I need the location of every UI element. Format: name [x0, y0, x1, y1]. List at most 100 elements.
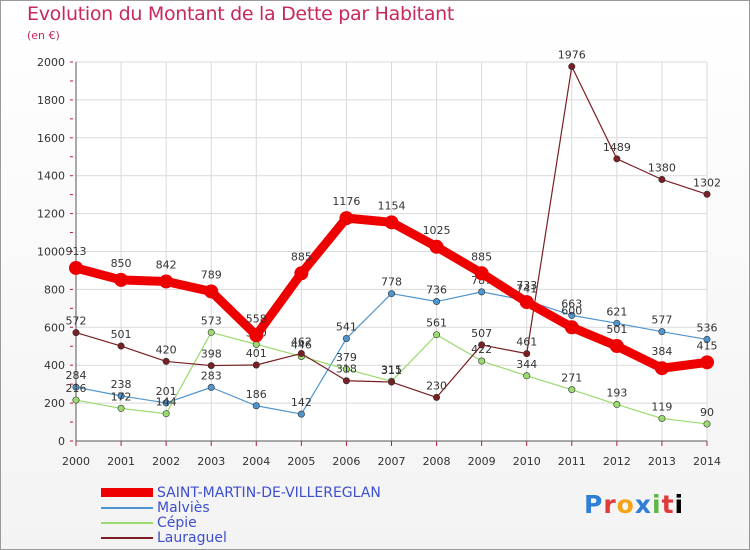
legend-swatch-cepie — [101, 521, 153, 524]
series-1-point-2003 — [207, 383, 215, 391]
legend-item-malvies: Malviès — [101, 500, 381, 516]
series-1-point-2006 — [342, 334, 350, 342]
series-2-data-label-2010: 344 — [516, 358, 537, 371]
series-1-point-2000 — [72, 383, 80, 391]
series-2-data-label-2006: 379 — [336, 351, 357, 364]
y-tick-label-600: 600 — [44, 321, 65, 334]
series-1-data-label-2002: 201 — [156, 385, 177, 398]
series-3-data-label-2008: 230 — [426, 379, 447, 392]
series-1-data-label-2013: 577 — [651, 314, 672, 327]
series-0-data-label-2002: 842 — [156, 258, 177, 271]
series-3-data-label-2004: 401 — [246, 347, 267, 360]
series-3-point-2005 — [297, 349, 305, 357]
series-2-point-2013 — [658, 414, 666, 422]
series-3-point-2000 — [72, 329, 80, 337]
series-1-data-label-2014: 536 — [697, 321, 718, 334]
legend-item-cepie: Cépie — [101, 515, 381, 531]
x-tick-label-2013: 2013 — [648, 455, 676, 468]
series-2-data-label-2013: 119 — [651, 400, 672, 413]
series-2-data-label-2003: 573 — [201, 314, 222, 327]
series-1-data-label-2007: 778 — [381, 276, 402, 289]
series-0-data-label-2005: 885 — [291, 250, 312, 263]
series-1-data-label-2008: 736 — [426, 284, 447, 297]
x-tick-label-2003: 2003 — [197, 455, 225, 468]
y-tick-label-1800: 1800 — [37, 94, 65, 107]
y-tick-label-1600: 1600 — [37, 132, 65, 145]
series-0-point-2005 — [294, 266, 309, 281]
legend-swatch-malvies — [101, 506, 153, 509]
series-2-point-2000 — [72, 396, 80, 404]
series-1-data-label-2004: 186 — [246, 388, 267, 401]
series-3-point-2007 — [387, 378, 395, 386]
x-tick-label-2011: 2011 — [558, 455, 586, 468]
series-3-data-label-2013: 1380 — [648, 161, 676, 174]
series-2-point-2002 — [162, 410, 170, 418]
series-0-data-label-2003: 789 — [201, 268, 222, 281]
series-3-data-label-2014: 1302 — [693, 176, 721, 189]
x-tick-label-2005: 2005 — [287, 455, 315, 468]
series-3-data-label-2006: 318 — [336, 363, 357, 376]
proxiti-logo: Proxiti — [584, 490, 685, 519]
series-3-point-2011 — [568, 63, 576, 71]
x-tick-label-2009: 2009 — [468, 455, 496, 468]
x-tick-label-2012: 2012 — [603, 455, 631, 468]
series-1-data-label-2005: 142 — [291, 396, 312, 409]
x-tick-label-2008: 2008 — [423, 455, 451, 468]
chart-title: Evolution du Montant de la Dette par Hab… — [27, 3, 455, 25]
series-1-point-2008 — [433, 298, 441, 306]
y-tick-label-400: 400 — [44, 359, 65, 372]
y-tick-label-1200: 1200 — [37, 208, 65, 221]
series-3-point-2004 — [252, 361, 260, 369]
x-tick-label-2006: 2006 — [332, 455, 360, 468]
series-0-point-2010 — [519, 295, 534, 310]
series-3-point-2012 — [613, 155, 621, 163]
series-1-data-label-2001: 238 — [111, 378, 132, 391]
series-3-data-label-2003: 398 — [201, 348, 222, 361]
legend-swatch-lauraguel — [101, 536, 153, 539]
x-tick-label-2014: 2014 — [693, 455, 721, 468]
x-tick-label-2000: 2000 — [62, 455, 90, 468]
series-3-data-label-2010: 461 — [516, 336, 537, 349]
series-0-data-label-2012: 501 — [606, 323, 627, 336]
series-2-point-2003 — [207, 328, 215, 336]
series-1-point-2001 — [117, 392, 125, 400]
series-1-data-label-2011: 663 — [561, 297, 582, 310]
y-tick-label-1000: 1000 — [37, 246, 65, 259]
series-1-data-label-2000: 284 — [66, 369, 87, 382]
legend-swatch-saint-martin — [101, 488, 153, 497]
series-3-data-label-2012: 1489 — [603, 141, 631, 154]
series-3-data-label-2005: 462 — [291, 335, 312, 348]
y-tick-label-200: 200 — [44, 397, 65, 410]
series-0-data-label-2014: 415 — [697, 339, 718, 352]
series-2-point-2014 — [703, 420, 711, 428]
series-1-point-2011 — [568, 311, 576, 319]
series-0-data-label-2010: 733 — [516, 279, 537, 292]
series-1-point-2012 — [613, 319, 621, 327]
legend: SAINT-MARTIN-DE-VILLEREGLAN Malviès Cépi… — [101, 485, 381, 546]
series-3-point-2001 — [117, 342, 125, 350]
x-tick-label-2007: 2007 — [378, 455, 406, 468]
series-0-point-2014 — [700, 355, 714, 370]
series-1-data-label-2010: 741 — [516, 283, 537, 296]
series-3-point-2002 — [162, 357, 170, 365]
x-tick-label-2004: 2004 — [242, 455, 270, 468]
series-1-point-2007 — [387, 290, 395, 298]
series-2-data-label-2014: 90 — [700, 406, 714, 419]
series-3-point-2009 — [478, 341, 486, 349]
y-tick-label-800: 800 — [44, 283, 65, 296]
series-0-point-2004 — [249, 328, 264, 343]
x-tick-label-2010: 2010 — [513, 455, 541, 468]
series-2-data-label-2008: 561 — [426, 317, 447, 330]
series-2-data-label-2011: 271 — [561, 372, 582, 385]
series-0-point-2002 — [159, 274, 174, 289]
legend-item-saint-martin: SAINT-MARTIN-DE-VILLEREGLAN — [101, 485, 381, 501]
series-2-data-label-2001: 172 — [111, 390, 132, 403]
series-0-point-2009 — [474, 266, 489, 281]
series-0-point-2012 — [609, 339, 624, 354]
series-3-data-label-2009: 507 — [471, 327, 492, 340]
series-1-point-2005 — [297, 410, 305, 418]
series-3-point-2003 — [207, 362, 215, 370]
series-2-point-2009 — [478, 357, 486, 365]
y-tick-label-2000: 2000 — [37, 56, 65, 69]
